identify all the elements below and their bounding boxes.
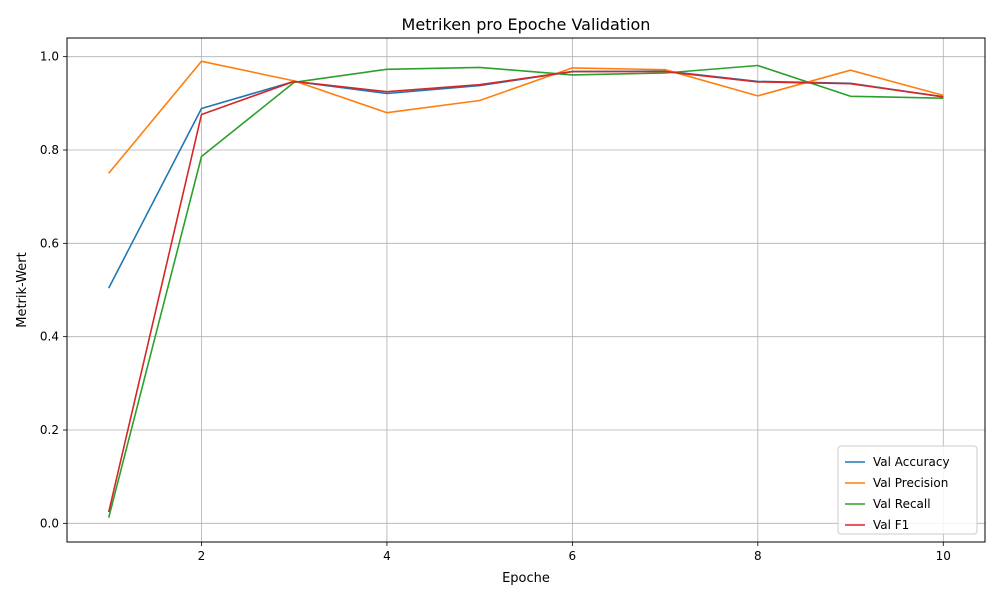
plot-area xyxy=(66,37,986,543)
y-tick-label: 0.0 xyxy=(40,516,59,530)
legend-label: Val Accuracy xyxy=(873,455,950,469)
y-axis-ticks: 0.0 0.2 0.4 0.6 0.8 1.0 xyxy=(40,50,67,530)
y-tick-label: 1.0 xyxy=(40,50,59,64)
series-line-val-f1 xyxy=(107,70,944,513)
y-tick-label: 0.8 xyxy=(40,143,59,157)
x-axis-ticks: 2 4 6 8 10 xyxy=(198,542,951,563)
x-tick-label: 4 xyxy=(383,549,391,563)
y-tick-label: 0.2 xyxy=(40,423,59,437)
x-axis-label: Epoche xyxy=(502,571,550,586)
grid-lines xyxy=(67,38,985,542)
x-tick-label: 2 xyxy=(198,549,206,563)
chart-title: Metriken pro Epoche Validation xyxy=(402,15,651,34)
series-line-val-recall xyxy=(107,64,944,518)
series-lines xyxy=(107,60,944,518)
x-tick-label: 6 xyxy=(569,549,577,563)
legend-label: Val Precision xyxy=(873,476,948,490)
y-tick-label: 0.4 xyxy=(40,330,59,344)
x-tick-label: 10 xyxy=(936,549,951,563)
y-tick-label: 0.6 xyxy=(40,236,59,250)
legend-label: Val F1 xyxy=(873,518,909,532)
x-tick-label: 8 xyxy=(754,549,762,563)
legend-box xyxy=(837,445,978,535)
y-axis-label: Metrik-Wert xyxy=(15,252,30,328)
legend: Val Accuracy Val Precision Val Recall Val F… xyxy=(837,445,978,535)
legend-label: Val Recall xyxy=(873,497,931,511)
